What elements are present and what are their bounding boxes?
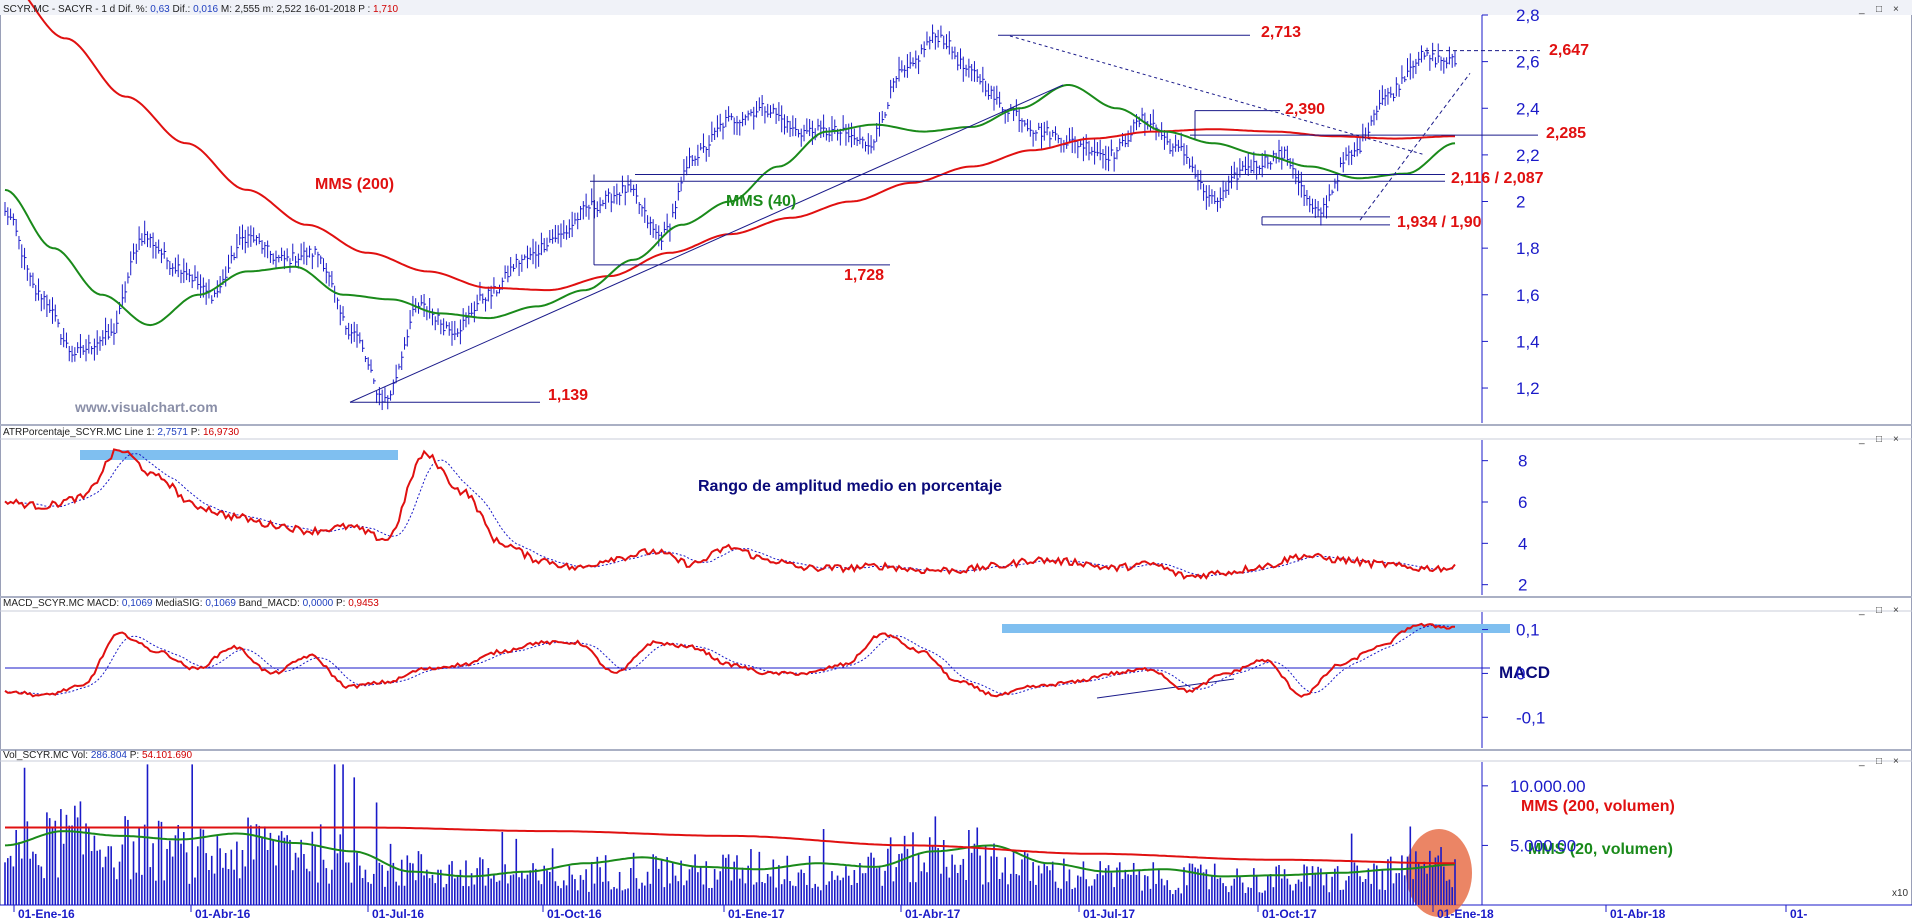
macd-panel-title: MACD_SCYR.MC MACD: 0,1069 MediaSIG: 0,10… xyxy=(3,598,379,609)
date-label: 01-Oct-17 xyxy=(1262,907,1317,921)
volume-mms20-label: MMS (20, volumen) xyxy=(1528,841,1673,858)
window-control-icon: × xyxy=(1893,605,1899,616)
price-support-resistance-lines xyxy=(349,34,1540,403)
date-label: 01-Abr-17 xyxy=(905,907,961,921)
volume-panel-title: Vol_SCYR.MC Vol: 286.804 P: 54.101.690 xyxy=(3,750,192,761)
window-control-icon: □ xyxy=(1876,4,1882,15)
panel-divider xyxy=(0,596,1912,598)
macd-y-tick-label: -0,1 xyxy=(1516,708,1545,727)
price-y-tick-label: 1,2 xyxy=(1516,379,1540,398)
window-control-icon: _ xyxy=(1858,434,1865,445)
volume-lines xyxy=(4,826,1455,878)
macd-y-tick-label: 0 xyxy=(1516,664,1525,683)
price-y-tick-label: 1,4 xyxy=(1516,332,1540,351)
title-strip xyxy=(0,0,1912,15)
uptrend-line xyxy=(349,84,1064,403)
mms200-annotation: MMS (200) xyxy=(315,176,394,193)
date-label: 01-Abr-18 xyxy=(1610,907,1666,921)
window-control-icon: × xyxy=(1893,434,1899,445)
macd-y-axis: 0,1 0 -0,1 xyxy=(1482,621,1545,727)
window-control-icon: □ xyxy=(1876,605,1882,616)
volume-bars xyxy=(4,764,1456,905)
atr-lines xyxy=(4,448,1456,580)
level-2647-label: 2,647 xyxy=(1549,42,1589,59)
recent-uptrend-line xyxy=(1359,72,1471,221)
date-axis: 01-Ene-16 01-Abr-16 01-Jul-16 01-Oct-16 01-E… xyxy=(13,905,1807,921)
level-1934-label: 1,934 / 1,90 xyxy=(1397,214,1482,231)
date-label: 01-Ene-18 xyxy=(1437,907,1494,921)
volume-y-tick-label: 10.000.00 xyxy=(1510,777,1586,796)
price-y-tick-label: 2,2 xyxy=(1516,146,1540,165)
price-y-tick-label: 2,6 xyxy=(1516,53,1540,72)
date-label: 01-Oct-16 xyxy=(547,907,602,921)
atr-y-axis: 8 6 4 2 xyxy=(1482,452,1527,595)
macd-divergence-line xyxy=(1096,678,1235,699)
window-controls: _ □ × _ □ × _ □ × _ □ × xyxy=(1858,4,1899,767)
window-control-icon: × xyxy=(1893,4,1899,15)
macd-line xyxy=(4,622,1455,698)
price-y-tick-label: 1,6 xyxy=(1516,286,1540,305)
panel-divider xyxy=(0,424,1912,426)
macd-panel[interactable]: MACD_SCYR.MC MACD: 0,1069 MediaSIG: 0,10… xyxy=(3,598,1550,727)
date-label: 01-Abr-16 xyxy=(195,907,251,921)
price-y-tick-label: 1,8 xyxy=(1516,239,1540,258)
price-panel-title: SCYR.MC - SACYR - 1 d Dif. %: 0,63 Dif.:… xyxy=(3,4,399,15)
watermark: www.visualchart.com xyxy=(74,399,218,415)
level-2713-label: 2,713 xyxy=(1261,24,1301,41)
price-y-tick-label: 2,8 xyxy=(1516,6,1540,25)
price-lines xyxy=(4,0,1456,327)
date-label: 01-Ene-16 xyxy=(18,907,75,921)
atr-signal-line xyxy=(4,453,1456,577)
window-control-icon: _ xyxy=(1858,756,1865,767)
volume-mms20-line xyxy=(4,830,1455,878)
level-1139-label: 1,139 xyxy=(548,387,588,404)
atr-y-tick-label: 2 xyxy=(1518,576,1527,595)
volume-y-tick-label: 5.000.00 xyxy=(1510,836,1576,855)
mms40-line xyxy=(4,84,1456,327)
macd-lines xyxy=(4,622,1456,698)
price-panel[interactable]: www.visualchart.com MMS (200) MMS (40) 2… xyxy=(3,0,1589,415)
window-control-icon: _ xyxy=(1858,605,1865,616)
date-label: 01- xyxy=(1790,907,1807,921)
atr-y-tick-label: 4 xyxy=(1518,534,1527,553)
volume-y-axis: 10.000.00 5.000.00 xyxy=(1482,777,1586,855)
price-y-tick-label: 2 xyxy=(1516,193,1525,212)
level-2116-label: 2,116 / 2,087 xyxy=(1451,170,1544,187)
level-2390-label: 2,390 xyxy=(1285,101,1325,118)
date-label: 01-Jul-16 xyxy=(372,907,424,921)
atr-y-tick-label: 8 xyxy=(1518,452,1527,471)
atr-line xyxy=(4,448,1456,580)
volume-panel[interactable]: Vol_SCYR.MC Vol: 286.804 P: 54.101.690 M… xyxy=(3,750,1909,917)
macd-y-tick-label: 0,1 xyxy=(1516,621,1540,640)
volume-corner-right: x10 xyxy=(1892,888,1909,899)
window-control-icon: _ xyxy=(1858,4,1865,15)
macd-highlight-band xyxy=(1002,624,1510,633)
price-y-axis: 2,8 2,6 2,4 2,2 2 1,8 1,6 1,4 1,2 xyxy=(1482,6,1540,398)
mms200-line xyxy=(27,0,1455,292)
window-control-icon: × xyxy=(1893,756,1899,767)
atr-caption: Rango de amplitud medio en porcentaje xyxy=(698,478,1002,495)
macd-caption: MACD xyxy=(1499,663,1550,682)
volume-mms200-label: MMS (200, volumen) xyxy=(1521,798,1675,815)
level-2285-label: 2,285 xyxy=(1546,125,1586,142)
window-control-icon: □ xyxy=(1876,434,1882,445)
price-y-tick-label: 2,4 xyxy=(1516,99,1540,118)
macd-signal-line xyxy=(4,624,1456,696)
atr-highlight-band xyxy=(80,450,398,460)
price-bars xyxy=(4,24,1457,411)
date-label: 01-Jul-17 xyxy=(1083,907,1135,921)
atr-panel-title: ATRPorcentaje_SCYR.MC Line 1: 2,7571 P: … xyxy=(3,427,240,438)
panel-divider xyxy=(0,749,1912,751)
level-1728-label: 1,728 xyxy=(844,267,884,284)
atr-y-tick-label: 6 xyxy=(1518,493,1527,512)
date-label: 01-Ene-17 xyxy=(728,907,785,921)
volume-mms200-line xyxy=(5,826,1455,865)
mms40-annotation: MMS (40) xyxy=(726,193,796,210)
atr-panel[interactable]: ATRPorcentaje_SCYR.MC Line 1: 2,7571 P: … xyxy=(3,427,1527,595)
window-control-icon: □ xyxy=(1876,756,1882,767)
